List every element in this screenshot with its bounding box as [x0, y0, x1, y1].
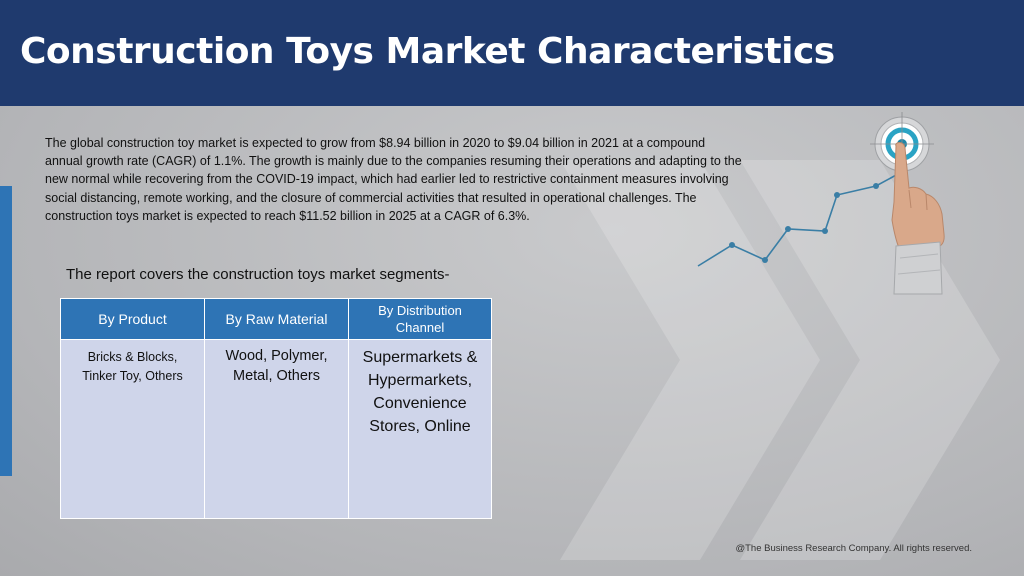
copyright-footer: @The Business Research Company. All righ…	[735, 543, 972, 554]
title-bar: Construction Toys Market Characteristics	[0, 0, 1024, 106]
header-by-distribution-channel: By Distribution Channel	[348, 298, 492, 340]
header-by-product: By Product	[60, 298, 205, 340]
pointing-hand-icon	[891, 142, 945, 295]
header-by-raw-material: By Raw Material	[204, 298, 349, 340]
intro-paragraph: The global construction toy market is ex…	[45, 136, 742, 223]
left-accent-bar	[0, 186, 12, 476]
segments-heading: The report covers the construction toys …	[66, 266, 450, 283]
cell-products: Bricks & Blocks, Tinker Toy, Others	[60, 339, 205, 519]
segments-table: By Product By Raw Material By Distributi…	[60, 298, 492, 519]
cell-raw-materials: Wood, Polymer, Metal, Others	[204, 339, 349, 519]
growth-line-icon	[697, 173, 899, 267]
slide-title: Construction Toys Market Characteristics	[20, 31, 835, 72]
table-row: Bricks & Blocks, Tinker Toy, Others Wood…	[60, 339, 492, 519]
growth-target-graphic	[697, 112, 945, 295]
cell-distribution-channels: Supermarkets & Hypermarkets, Convenience…	[348, 339, 492, 519]
table-header-row: By Product By Raw Material By Distributi…	[60, 298, 492, 340]
